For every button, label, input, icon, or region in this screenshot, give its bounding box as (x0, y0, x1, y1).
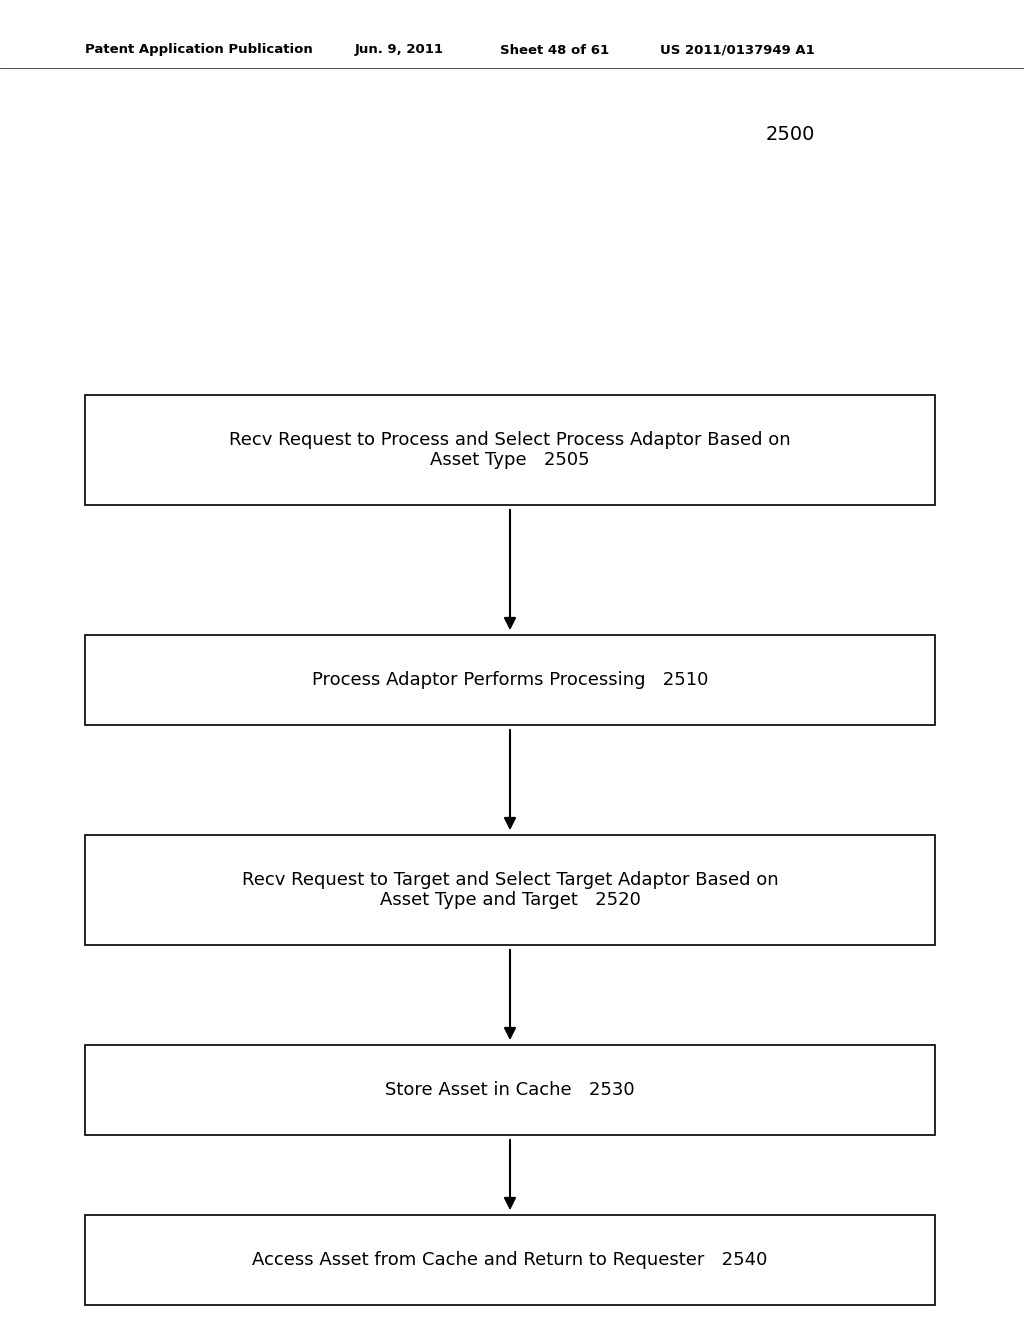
Text: Store Asset in Cache   2530: Store Asset in Cache 2530 (385, 1081, 635, 1100)
Text: Recv Request to Target and Select Target Adaptor Based on
Asset Type and Target : Recv Request to Target and Select Target… (242, 871, 778, 909)
Text: Jun. 9, 2011: Jun. 9, 2011 (355, 44, 444, 57)
Text: Access Asset from Cache and Return to Requester   2540: Access Asset from Cache and Return to Re… (252, 1251, 768, 1269)
Bar (85, 836, 935, 945)
Text: US 2011/0137949 A1: US 2011/0137949 A1 (660, 44, 815, 57)
Bar (85, 1214, 935, 1305)
Text: Sheet 48 of 61: Sheet 48 of 61 (500, 44, 609, 57)
Text: Process Adaptor Performs Processing   2510: Process Adaptor Performs Processing 2510 (312, 671, 709, 689)
Text: 2500: 2500 (765, 125, 815, 144)
Bar (85, 1045, 935, 1135)
Bar (85, 395, 935, 506)
Bar (85, 635, 935, 725)
Text: Patent Application Publication: Patent Application Publication (85, 44, 312, 57)
Text: Recv Request to Process and Select Process Adaptor Based on
Asset Type   2505: Recv Request to Process and Select Proce… (229, 430, 791, 470)
